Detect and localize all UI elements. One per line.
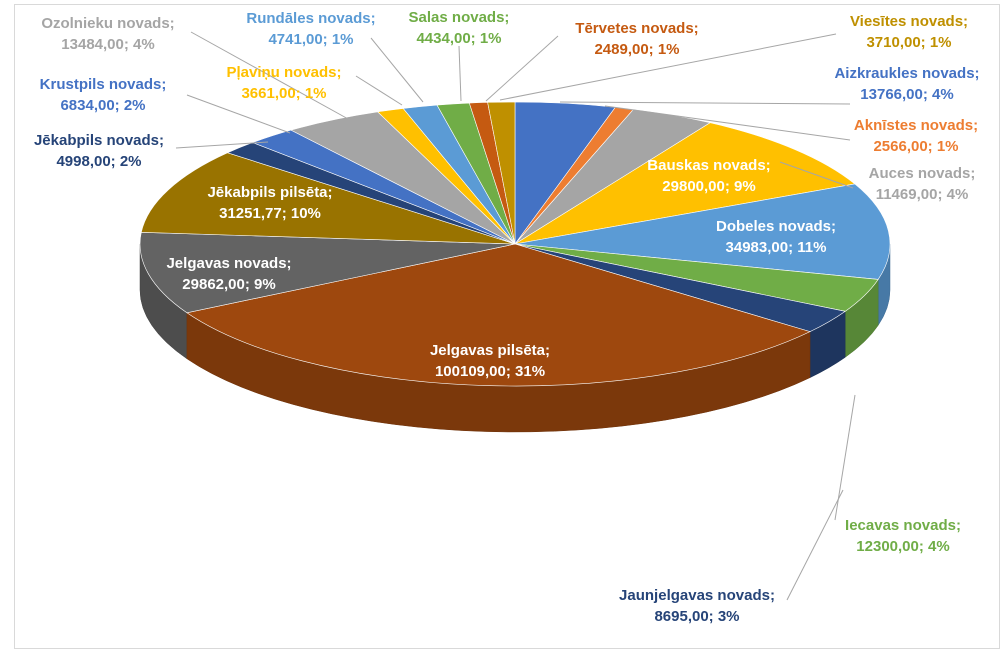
leader-line-salas-novads <box>458 45 462 102</box>
data-label-jelgavas-pilseta-value: 100109,00; 31% <box>435 363 545 380</box>
leader-line-aknistes-novads <box>604 105 851 141</box>
data-label-salas-novads-value: 4434,00; 1% <box>416 30 501 47</box>
leader-line-jaunjelgavas-novads <box>786 489 844 601</box>
data-label-viesites-novads-value: 3710,00; 1% <box>866 34 951 51</box>
leader-line-ozolnieku-novads <box>190 31 351 121</box>
leader-line-krustpils-novads <box>186 94 291 134</box>
leader-line-plavinu-novads <box>355 75 403 106</box>
leader-line-viesites-novads <box>499 33 837 101</box>
data-label-tervetes-novads-value: 2489,00; 1% <box>594 41 679 58</box>
leader-line-auces-novads <box>779 161 854 189</box>
slice-jelgavas-pilseta <box>186 243 811 387</box>
data-label-auces-novads-value: 11469,00; 4% <box>876 186 969 203</box>
slice-dobeles-novads <box>514 183 891 280</box>
data-label-jelgavas-novads-name: Jelgavas novads; <box>166 255 291 272</box>
data-labels: Aizkraukles novads; 13766,00; 4% Aknīstes … <box>34 9 980 625</box>
leader-lines <box>175 31 856 601</box>
data-label-salas-novads-name: Salas novads; <box>409 9 510 26</box>
data-label-bauskas-novads-value: 29800,00; 9% <box>662 178 755 195</box>
data-label-dobeles-novads-value: 34983,00; 11% <box>726 239 827 256</box>
data-label-jekabpils-pilseta-value: 31251,77; 10% <box>219 205 321 222</box>
data-label-krustpils-novads-name: Krustpils novads; <box>40 76 167 93</box>
pie-slices <box>139 101 891 387</box>
data-label-iecavas-novads-name: Iecavas novads; <box>845 517 961 534</box>
data-label-aknistes-novads-value: 2566,00; 1% <box>873 138 958 155</box>
data-label-ozolnieku-novads-value: 13484,00; 4% <box>61 36 154 53</box>
data-label-auces-novads-name: Auces novads; <box>869 165 976 182</box>
data-label-rundales-novads-value: 4741,00; 1% <box>268 31 353 48</box>
data-label-jaunjelgavas-novads-name: Jaunjelgavas novads; <box>619 587 775 604</box>
data-label-jelgavas-novads-value: 29862,00; 9% <box>182 276 275 293</box>
data-label-dobeles-novads-name: Dobeles novads; <box>716 218 836 235</box>
data-label-aizkraukles-novads-value: 13766,00; 4% <box>860 86 953 103</box>
data-label-viesites-novads-name: Viesītes novads; <box>850 13 968 30</box>
leader-line-jekabpils-novads <box>175 141 269 149</box>
data-label-jekabpils-pilseta-name: Jēkabpils pilsēta; <box>207 184 332 201</box>
data-label-jekabpils-novads-name: Jēkabpils novads; <box>34 132 164 149</box>
slice-viesites-novads <box>487 101 516 245</box>
slice-jekabpils-pilseta <box>140 152 516 245</box>
data-label-ozolnieku-novads-name: Ozolnieku novads; <box>41 15 174 32</box>
leader-line-tervetes-novads <box>485 35 559 102</box>
data-label-krustpils-novads-value: 6834,00; 2% <box>60 97 145 114</box>
data-label-jekabpils-novads-value: 4998,00; 2% <box>56 153 141 170</box>
data-label-plavinu-novads-value: 3661,00; 1% <box>241 85 326 102</box>
data-label-aizkraukles-novads-name: Aizkraukles novads; <box>834 65 979 82</box>
data-label-tervetes-novads-name: Tērvetes novads; <box>575 20 698 37</box>
slice-jelgavas-novads <box>139 232 516 314</box>
slice-bauskas-novads <box>514 122 856 245</box>
data-label-iecavas-novads-value: 12300,00; 4% <box>856 538 949 555</box>
data-label-aknistes-novads-name: Aknīstes novads; <box>854 117 978 134</box>
leader-line-rundales-novads <box>370 37 424 103</box>
data-label-jelgavas-pilseta-name: Jelgavas pilsēta; <box>430 342 550 359</box>
leader-line-aizkraukles-novads <box>559 101 851 105</box>
data-label-bauskas-novads-name: Bauskas novads; <box>647 157 770 174</box>
data-label-plavinu-novads-name: Pļaviņu novads; <box>226 64 341 81</box>
leader-line-iecavas-novads <box>834 394 856 521</box>
data-label-rundales-novads-name: Rundāles novads; <box>246 10 375 27</box>
data-label-jaunjelgavas-novads-value: 8695,00; 3% <box>654 608 739 625</box>
